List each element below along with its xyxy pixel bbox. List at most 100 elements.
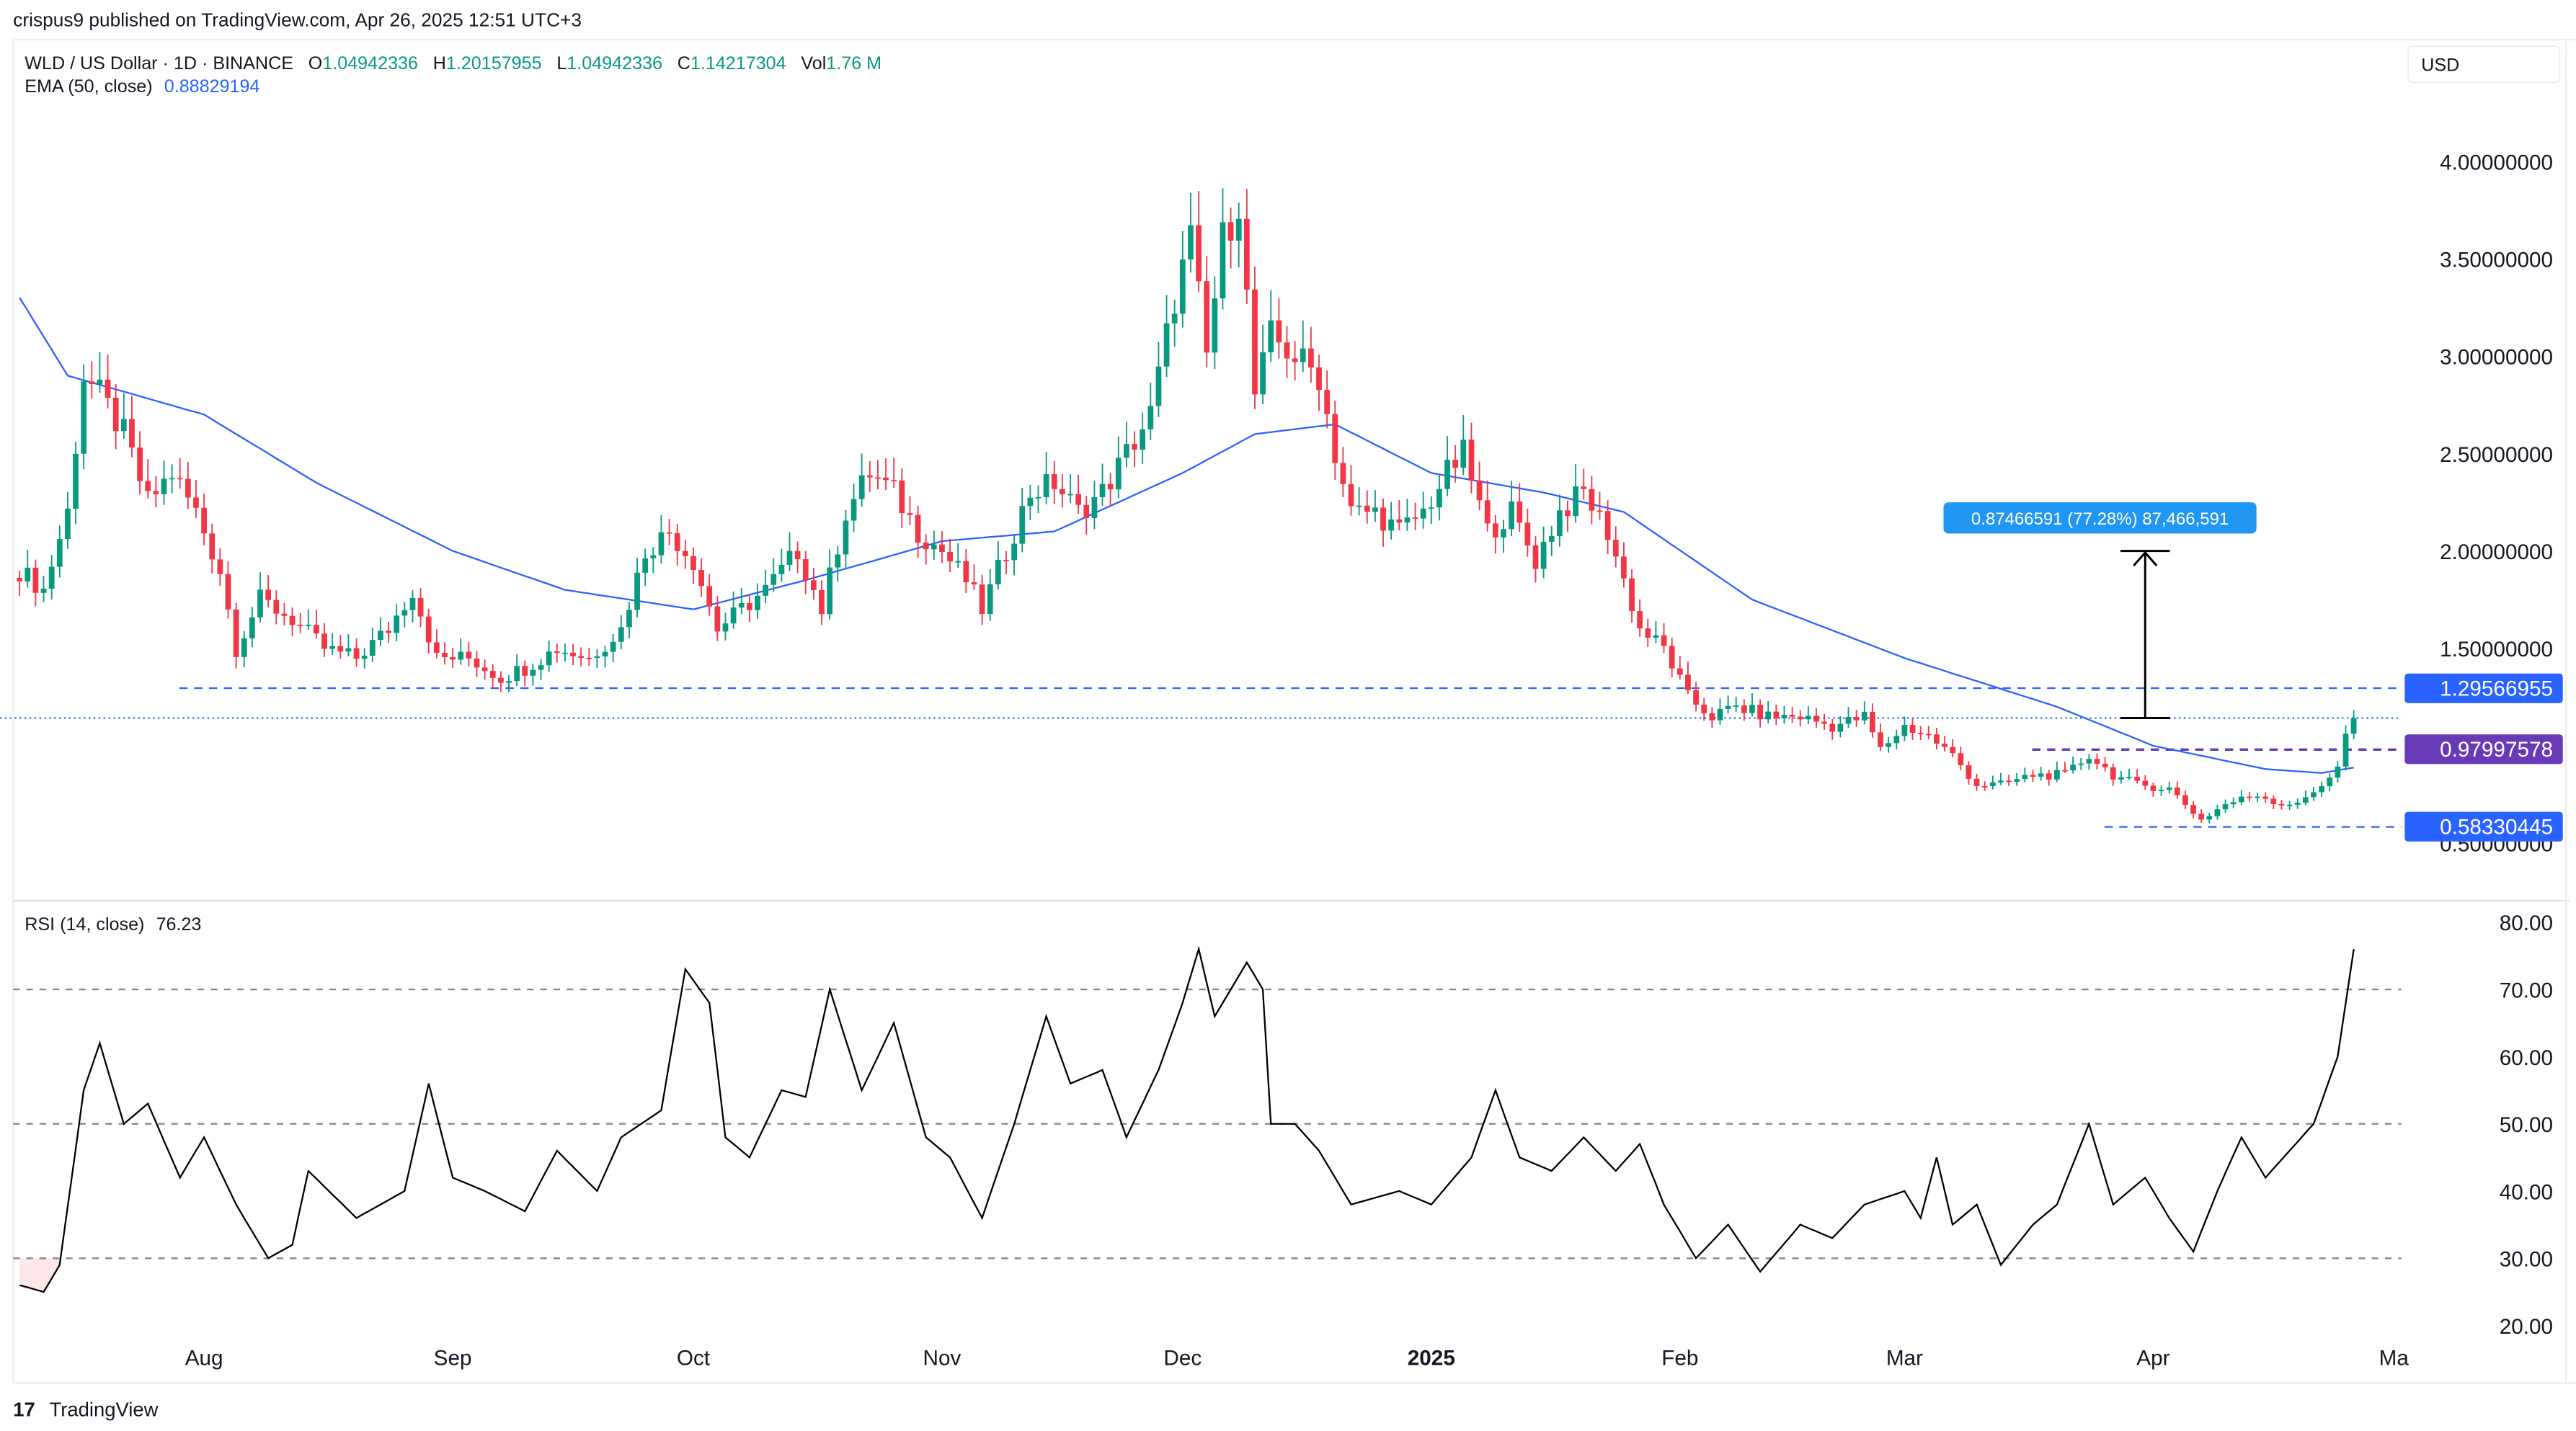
candle-body [963, 561, 969, 583]
candle-body [827, 567, 833, 615]
high-label: H [433, 53, 446, 73]
candle-body [409, 597, 416, 610]
support-price: 0.58330445 [2440, 816, 2553, 839]
candle-body [1196, 225, 1202, 282]
candle-body [2262, 796, 2269, 799]
candle-body [1140, 429, 1146, 450]
time-axis[interactable]: Aug Sep Oct Nov Dec 2025 Feb Mar Apr Ma [185, 1346, 2410, 1370]
candle-body [2335, 766, 2341, 778]
candle-body [1501, 529, 1506, 538]
candle-body [1188, 225, 1194, 260]
candle-body [153, 491, 159, 494]
candle-body [1532, 545, 1539, 569]
candle-body [2302, 797, 2309, 803]
candle-body [514, 666, 520, 682]
candle-body [618, 627, 624, 642]
candle-body [433, 642, 440, 653]
rsi-legend[interactable]: RSI (14, close) 76.23 [25, 914, 201, 935]
candle-body [2198, 813, 2205, 820]
candle-body [658, 532, 665, 556]
time-tick-label: Aug [185, 1346, 223, 1370]
candle-body [281, 613, 288, 616]
candle-body [819, 589, 825, 615]
candle-body [1757, 705, 1763, 720]
candle-body [1589, 489, 1595, 511]
candle-body [1973, 778, 1980, 786]
candle-body [554, 651, 560, 654]
currency-button[interactable]: USD [2407, 45, 2561, 84]
candle-body [1966, 765, 1972, 779]
candle-body [866, 475, 873, 478]
candle-body [674, 532, 680, 551]
candle-body [2126, 777, 2132, 779]
candle-body [578, 656, 585, 659]
candle-body [217, 559, 223, 574]
candle-body [1765, 711, 1772, 720]
candle-body [2102, 764, 2108, 767]
candle-body [971, 582, 977, 585]
candle-body [979, 584, 985, 615]
candle-body [2030, 775, 2036, 777]
tradingview-logo[interactable]: 17 TradingView [13, 1398, 158, 1420]
time-tick-label: Ma [2379, 1346, 2410, 1370]
candle-body [1998, 780, 2004, 783]
candle-body [1212, 298, 1218, 353]
candle-body [883, 477, 889, 481]
candle-body [2270, 798, 2277, 804]
candle-body [2255, 796, 2260, 798]
candle-body [1813, 716, 1819, 722]
candle-body [1845, 717, 1852, 724]
time-tick-label: Oct [677, 1346, 711, 1370]
candle-body [522, 666, 528, 676]
candle-body [353, 648, 360, 659]
candle-body [2022, 775, 2028, 780]
candle-body [1893, 736, 1900, 744]
candle-body [1950, 746, 1956, 754]
candle-body [201, 507, 207, 534]
candle-body [1075, 494, 1082, 505]
time-tick-label: Sep [434, 1346, 472, 1370]
candle-body [369, 640, 376, 656]
candle-body [73, 453, 79, 509]
candle-body [1388, 519, 1395, 531]
candle-body [1460, 440, 1467, 468]
candle-body [1235, 218, 1242, 241]
candle-body [425, 616, 432, 643]
close-value: 1.14217304 [690, 53, 786, 73]
ema-label[interactable]: EMA (50, close) [25, 76, 152, 97]
symbol-label[interactable]: WLD / US Dollar · 1D · BINANCE [25, 53, 293, 73]
candle-body [786, 550, 793, 565]
measure-tool[interactable]: 0.87466591 (77.28%) 87,466,591 [1943, 502, 2257, 720]
candle-body [1011, 543, 1017, 561]
candle-body [185, 478, 191, 498]
candle-body [1621, 556, 1627, 579]
candle-body [858, 475, 865, 499]
candle-body [1163, 323, 1170, 367]
vol-value: 1.76 M [826, 53, 881, 73]
candle-body [1444, 460, 1450, 489]
tradingview-logo-icon: 17 [13, 1398, 35, 1420]
candle-body [56, 539, 63, 567]
candle-body [2182, 795, 2188, 806]
rsi-tick-label: 80.00 [2500, 911, 2553, 935]
candle-body [2214, 809, 2221, 816]
candle-body [1661, 635, 1667, 646]
price-axis[interactable]: 4.00000000 3.50000000 3.00000000 2.50000000… [2440, 151, 2553, 856]
candle-body [931, 544, 937, 550]
candle-body [225, 574, 231, 610]
rsi-axis[interactable]: 80.00 70.00 60.00 50.00 40.00 30.00 20.00 [2500, 911, 2553, 1339]
candle-body [458, 651, 464, 660]
candle-body [1124, 444, 1129, 458]
candle-body [2094, 759, 2100, 764]
candle-body [1725, 705, 1731, 709]
candle-body [2327, 777, 2333, 787]
candle-body [1789, 715, 1795, 717]
candle-body [891, 480, 897, 482]
pivot-price: 0.97997578 [2440, 738, 2553, 762]
candle-body [1099, 483, 1106, 497]
candle-body [1027, 497, 1034, 507]
candle-body [1171, 313, 1178, 324]
time-tick-label: Apr [2136, 1346, 2169, 1370]
candle-body [321, 633, 327, 649]
